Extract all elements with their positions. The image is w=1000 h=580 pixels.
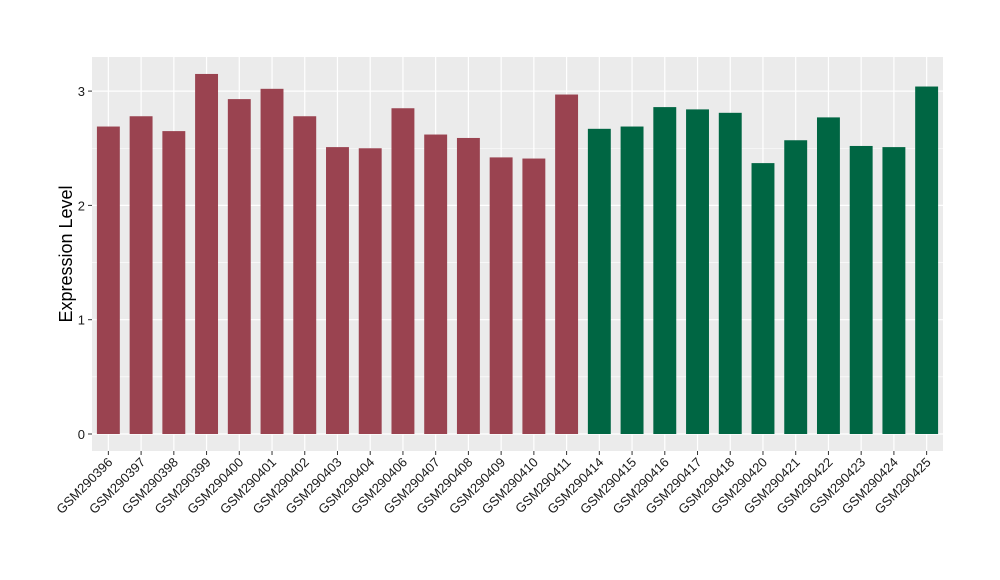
bar-GSM290399 xyxy=(195,73,219,434)
bar-GSM290417 xyxy=(686,109,709,434)
bar-GSM290423 xyxy=(849,145,873,435)
bar-GSM290418 xyxy=(718,112,742,434)
x-axis: GSM290396GSM290397GSM290398GSM290399GSM2… xyxy=(53,451,934,517)
bar-GSM290414 xyxy=(587,128,611,434)
bar-GSM290411 xyxy=(555,94,579,435)
y-tick-label: 2 xyxy=(78,198,85,213)
bar-GSM290407 xyxy=(424,134,448,434)
bar-GSM290406 xyxy=(391,108,415,435)
bar-GSM290398 xyxy=(162,131,186,435)
bar-GSM290401 xyxy=(260,88,284,435)
y-axis: 0 1 2 3 xyxy=(78,84,92,442)
bar-GSM290424 xyxy=(882,147,906,434)
y-tick-label: 1 xyxy=(78,313,85,328)
y-tick-label: 0 xyxy=(78,427,85,442)
bar-GSM290397 xyxy=(129,116,153,434)
y-tick-label: 3 xyxy=(78,84,85,99)
bar-GSM290400 xyxy=(227,99,251,434)
bar-GSM290410 xyxy=(522,158,546,435)
bar-GSM290425 xyxy=(915,86,939,434)
bar-GSM290402 xyxy=(293,116,317,434)
bar-GSM290422 xyxy=(816,117,840,434)
bar-GSM290416 xyxy=(653,107,677,435)
bar-GSM290403 xyxy=(326,147,349,434)
bar-GSM290421 xyxy=(784,140,808,434)
bar-GSM290415 xyxy=(620,126,644,435)
bars-group xyxy=(96,73,939,435)
bar-GSM290404 xyxy=(358,148,382,434)
plot-panel xyxy=(92,57,943,451)
bar-GSM290409 xyxy=(489,157,513,435)
bar-GSM290408 xyxy=(456,137,480,434)
bar-GSM290396 xyxy=(96,126,120,435)
y-axis-title: Expression Level xyxy=(56,185,76,322)
bar-GSM290420 xyxy=(751,163,775,434)
